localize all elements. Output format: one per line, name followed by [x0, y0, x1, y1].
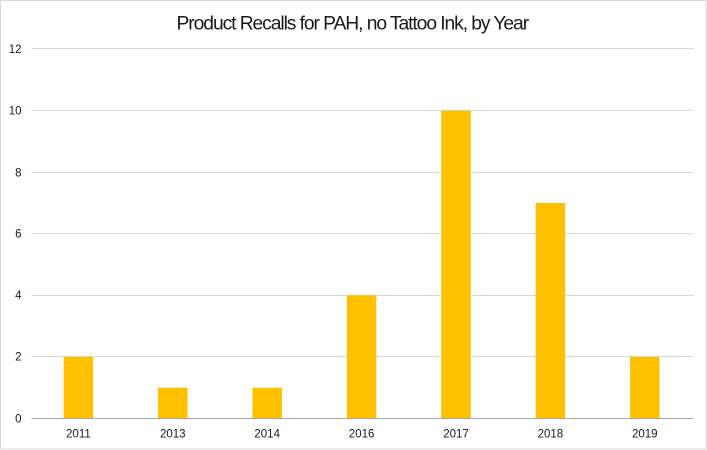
svg-text:2018: 2018 — [538, 428, 564, 440]
svg-text:2: 2 — [15, 351, 21, 363]
svg-text:0: 0 — [15, 413, 21, 425]
svg-text:2016: 2016 — [349, 428, 375, 440]
svg-text:Product Recalls for PAH, no Ta: Product Recalls for PAH, no Tattoo Ink, … — [177, 13, 530, 34]
svg-text:4: 4 — [15, 290, 22, 302]
svg-text:10: 10 — [9, 105, 22, 117]
svg-text:2019: 2019 — [632, 428, 658, 440]
svg-text:2017: 2017 — [443, 428, 469, 440]
svg-text:2013: 2013 — [160, 428, 186, 440]
svg-text:8: 8 — [15, 167, 21, 179]
svg-text:12: 12 — [9, 44, 22, 56]
svg-text:2014: 2014 — [254, 428, 280, 440]
svg-text:2011: 2011 — [66, 428, 91, 440]
svg-text:6: 6 — [15, 228, 21, 240]
